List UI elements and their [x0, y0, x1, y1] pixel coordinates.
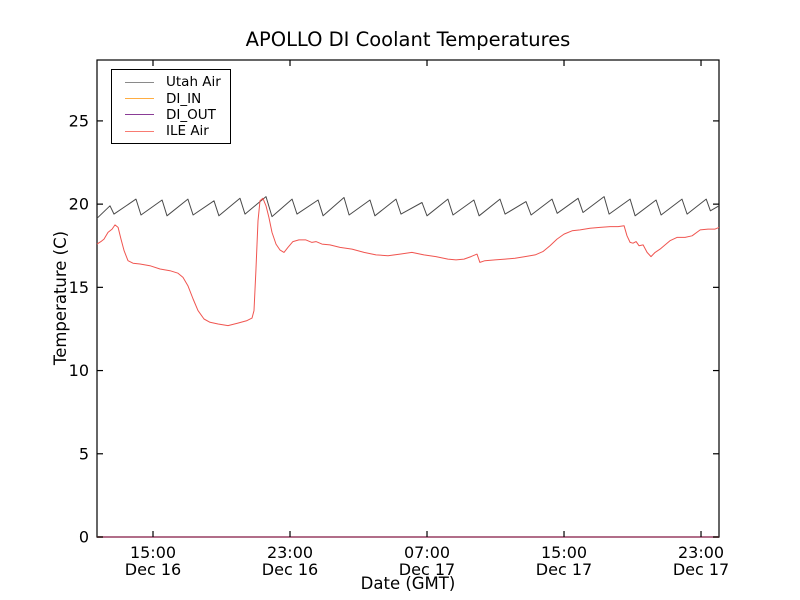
y-tick-label: 20 — [69, 195, 89, 214]
y-axis-label: Temperature (C) — [51, 231, 70, 366]
legend-line-sample-di-out — [125, 114, 154, 116]
x-tick-date-label: Dec 17 — [536, 560, 592, 579]
y-tick-label: 5 — [79, 444, 89, 463]
series-line-utah-air — [96, 196, 720, 219]
legend-label: Utah Air — [166, 74, 221, 91]
axis-ticks — [97, 60, 719, 538]
x-tick-date-label: Dec 16 — [262, 560, 318, 579]
x-tick-time-label: 23:00 — [678, 543, 724, 562]
x-tick-date-label: Dec 16 — [125, 560, 181, 579]
legend-item-utah-air: Utah Air — [112, 74, 230, 90]
y-tick-label: 15 — [69, 278, 89, 297]
legend-line-sample-ile-air — [125, 130, 154, 132]
legend-item-ile-air: ILE Air — [112, 123, 230, 139]
legend-line-sample-utah-air — [125, 81, 154, 83]
x-tick-time-label: 07:00 — [404, 543, 450, 562]
x-tick-date-label: Dec 17 — [673, 560, 729, 579]
x-tick-time-label: 23:00 — [267, 543, 313, 562]
x-tick-time-label: 15:00 — [541, 543, 587, 562]
legend-label: ILE Air — [166, 123, 209, 140]
legend-item-di-out: DI_OUT — [112, 107, 230, 123]
y-tick-label: 0 — [79, 528, 89, 547]
legend-label: DI_OUT — [166, 106, 216, 123]
y-tick-label: 10 — [69, 361, 89, 380]
x-axis-label: Date (GMT) — [361, 574, 456, 593]
series-lines — [96, 196, 720, 538]
legend-label: DI_IN — [166, 90, 202, 107]
legend-item-di-in: DI_IN — [112, 90, 230, 107]
x-tick-time-label: 15:00 — [130, 543, 176, 562]
legend: Utah Air DI_IN DI_OUT ILE Air — [111, 69, 231, 144]
x-tick-date-label: Dec 17 — [399, 560, 455, 579]
y-tick-label: 25 — [69, 111, 89, 130]
chart-title: APOLLO DI Coolant Temperatures — [246, 28, 571, 51]
legend-line-sample-di-in — [125, 98, 154, 100]
series-line-ile-air — [96, 197, 720, 327]
